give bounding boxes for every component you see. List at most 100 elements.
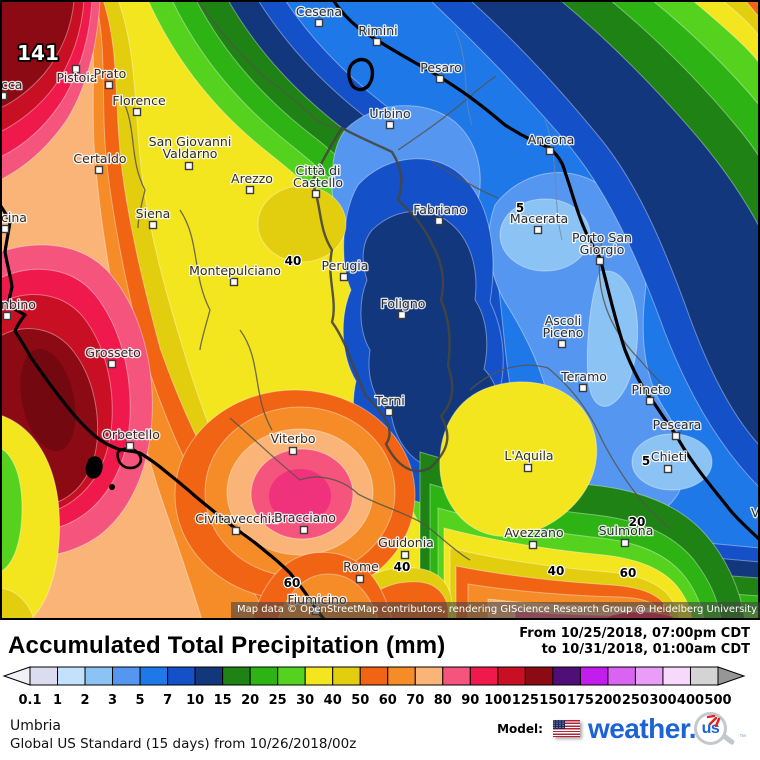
sw-green-sliver — [0, 447, 23, 573]
border-tuscany-inner2 — [179, 209, 211, 351]
legend-tick: 10 — [186, 693, 204, 708]
city-marker — [397, 310, 407, 320]
logo-text: weather. — [587, 712, 697, 744]
city-marker — [231, 526, 241, 536]
city-label: Certaldo — [73, 151, 126, 166]
city-label: Fabriano — [413, 202, 466, 217]
city-label: Arezzo — [231, 171, 273, 186]
city-label: Grosseto — [85, 345, 140, 360]
color-scale: 0.1 1 2 3 5 7 10 15 20 25 30 40 50 60 70 80 90 100 125 150 1… — [2, 666, 746, 708]
page-title: Accumulated Total Precipitation (mm) — [8, 632, 446, 659]
legend-cell — [222, 666, 251, 686]
legend-tick: 200 — [594, 693, 621, 708]
city-label: Viterbo — [270, 431, 315, 446]
legend-tick: 2 — [81, 693, 90, 708]
small-island-dot — [109, 484, 115, 490]
contour-value-label: 5 — [516, 201, 524, 215]
legend-tick: 150 — [539, 693, 566, 708]
city-label: Montepulciano — [189, 263, 281, 278]
city-label: Guidonia — [378, 535, 434, 550]
city-marker — [125, 441, 135, 451]
city-marker — [663, 464, 673, 474]
border-tuscany-north — [197, 1, 343, 129]
border-abruzzo1 — [469, 364, 669, 529]
grosseto-dark-core — [20, 348, 76, 452]
legend-tick: 30 — [296, 693, 314, 708]
legend-tick: 20 — [241, 693, 259, 708]
band-gold-corner — [721, 0, 760, 39]
legend-arrow-high — [717, 666, 746, 686]
legend-cell — [29, 666, 59, 686]
contour-value-label: 40 — [548, 564, 565, 578]
city-marker — [184, 161, 194, 171]
legend-cell — [579, 666, 609, 686]
magnifier-icon: us — [694, 712, 736, 746]
nw-maroon-core — [0, 0, 75, 109]
pocket-coast-strip — [586, 270, 639, 407]
bracciano-hotpink-core — [269, 469, 331, 523]
weather-us-logo[interactable]: weather. us ™ — [587, 712, 746, 746]
legend-tick: 125 — [512, 693, 539, 708]
city-label: Rome — [343, 559, 379, 574]
city-label: Urbino — [369, 106, 410, 121]
perugia-gold-pocket — [257, 185, 347, 263]
city-marker — [245, 185, 255, 195]
city-marker — [339, 272, 349, 282]
city-label: Rimini — [358, 23, 397, 38]
city-marker — [528, 540, 538, 550]
city-label: L'Aquila — [504, 448, 553, 463]
border-abruzzo2 — [598, 239, 663, 385]
legend-tick: 50 — [351, 693, 369, 708]
peak-value-label: 141 — [17, 41, 59, 65]
city-label: Porto San — [572, 230, 632, 245]
legend-cell — [57, 666, 86, 686]
coastline-tyrrhenian — [0, 203, 327, 620]
legend-cell — [387, 666, 416, 686]
legend-cell — [112, 666, 141, 686]
city-marker — [94, 165, 104, 175]
legend-tick: 70 — [406, 693, 424, 708]
contour-value-label: 40 — [285, 254, 302, 268]
city-marker — [533, 225, 543, 235]
city-marker — [385, 120, 395, 130]
giglio-island — [85, 456, 103, 479]
city-marker — [299, 525, 309, 535]
legend-cell — [442, 666, 471, 686]
city-label-partial: cina — [1, 210, 27, 225]
legend-cell — [469, 666, 499, 686]
border-umbria — [310, 126, 454, 473]
legend-arrow-low — [2, 666, 31, 686]
city-marker — [355, 574, 365, 584]
contour-value-label: 40 — [394, 560, 411, 574]
legend-cell — [689, 666, 719, 686]
city-marker — [229, 277, 239, 287]
city-marker — [671, 431, 681, 441]
city-marker — [104, 80, 114, 90]
city-label: Pistoia — [57, 70, 98, 85]
city-marker — [578, 383, 588, 393]
city-marker — [384, 407, 394, 417]
border-marche1 — [397, 75, 497, 151]
legend-tick: 1 — [53, 693, 62, 708]
city-marker — [0, 91, 8, 101]
city-marker — [523, 463, 533, 473]
city-marker — [400, 550, 410, 560]
border-tuscany-inner1 — [119, 94, 146, 229]
band-orange-corner — [744, 0, 760, 19]
legend-tick: 250 — [622, 693, 649, 708]
city-label: Florence — [112, 93, 166, 108]
valid-from: From 10/25/2018, 07:00pm CDT — [519, 626, 750, 641]
city-label: Piceno — [543, 325, 584, 340]
legend-tick: 7 — [163, 693, 172, 708]
city-label: Valdarno — [163, 146, 218, 161]
model-run-line: Global US Standard (15 days) from 10/26/… — [10, 736, 357, 752]
contour-value-label: 60 — [620, 566, 637, 580]
city-label: Foligno — [381, 296, 426, 311]
legend-tick: 400 — [677, 693, 704, 708]
us-flag-icon — [552, 720, 580, 737]
laquila-yellow-pocket — [439, 381, 598, 537]
sw-gold-corner — [0, 587, 35, 620]
city-label: San Giovanni — [149, 134, 232, 149]
city-label: Pescara — [653, 417, 702, 432]
map-attribution: Map data © OpenStreetMap contributors, r… — [231, 602, 760, 618]
